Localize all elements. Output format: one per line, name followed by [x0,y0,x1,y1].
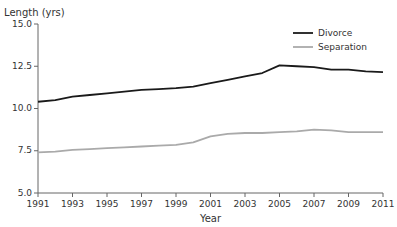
x-tick-label: 1997 [130,199,153,209]
x-tick-label: 1995 [96,199,119,209]
legend-label: Separation [318,42,367,52]
legend: Divorce Separation [293,28,367,52]
y-tick [34,193,38,194]
y-tick-label: 12.5 [12,61,32,71]
x-tick [314,193,315,197]
x-tick-label: 1999 [165,199,188,209]
y-tick [34,66,38,67]
x-tick [348,193,349,197]
y-tick [34,150,38,151]
x-tick [72,193,73,197]
chart: 5.0 7.5 10.0 12.5 15.0 1991 1993 1995 1997 1999 20… [0,0,397,227]
x-tick-label: 1991 [27,199,50,209]
x-tick [383,193,384,197]
y-tick-label: 7.5 [18,145,32,155]
x-tick [107,193,108,197]
x-axis-line [38,193,383,194]
series-line [38,65,383,101]
x-axis: 1991 1993 1995 1997 1999 2001 2003 2005 2007 2009… [27,193,395,209]
legend-label: Divorce [318,28,353,38]
x-tick-label: 2003 [234,199,257,209]
x-tick [38,193,39,197]
x-axis-label: Year [199,213,222,224]
y-tick-label: 15.0 [12,19,32,29]
y-tick-label: 10.0 [12,103,32,113]
y-tick [34,108,38,109]
y-tick-label: 5.0 [18,188,33,198]
y-axis-line [38,24,39,193]
x-tick-label: 2001 [199,199,222,209]
x-tick-label: 2011 [372,199,395,209]
x-tick-label: 2005 [268,199,291,209]
x-tick [245,193,246,197]
x-tick [210,193,211,197]
x-tick-label: 1993 [61,199,84,209]
x-tick [141,193,142,197]
legend-swatch [293,32,313,34]
plot-area [38,65,383,152]
x-tick-label: 2007 [303,199,326,209]
y-tick [34,24,38,25]
x-tick-label: 2009 [337,199,360,209]
y-axis: 5.0 7.5 10.0 12.5 15.0 [12,19,38,198]
x-tick [279,193,280,197]
series-line [38,130,383,153]
y-axis-label: Length (yrs) [4,7,65,18]
x-tick [176,193,177,197]
legend-swatch [293,46,313,48]
